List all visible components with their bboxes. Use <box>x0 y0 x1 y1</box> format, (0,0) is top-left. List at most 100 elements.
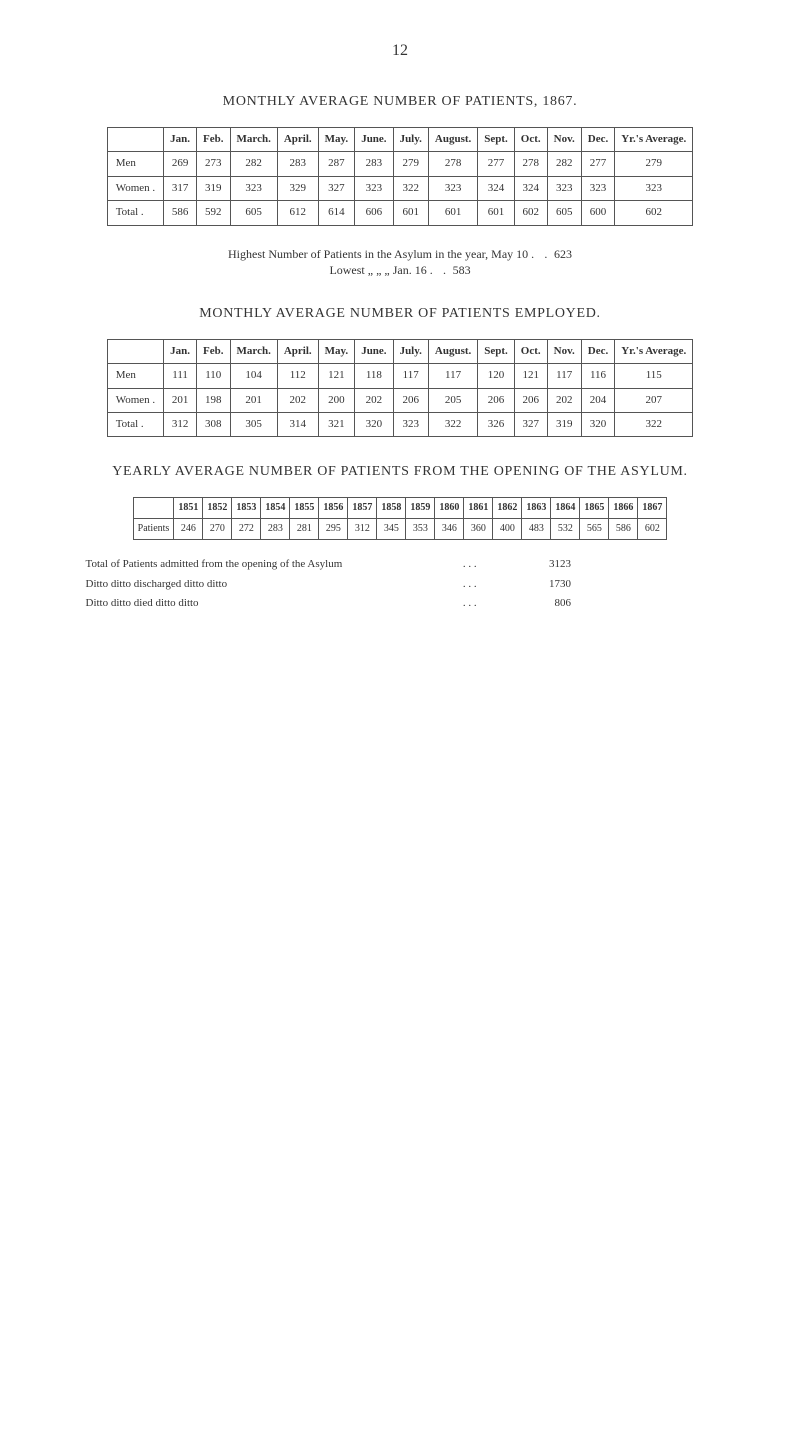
year-header: 1853 <box>232 497 261 518</box>
data-cell: 112 <box>277 364 318 388</box>
year-header: 1851 <box>174 497 203 518</box>
year-header: 1864 <box>551 497 580 518</box>
data-cell: 614 <box>318 201 355 225</box>
year-header: 1854 <box>261 497 290 518</box>
data-cell: 323 <box>547 176 581 200</box>
year-header: 1859 <box>406 497 435 518</box>
year-header: 1862 <box>493 497 522 518</box>
data-cell: 353 <box>406 518 435 539</box>
data-cell: 323 <box>393 412 428 436</box>
data-cell: 592 <box>197 201 230 225</box>
row-label: Men <box>107 364 163 388</box>
month-header: March. <box>230 339 277 363</box>
data-cell: 117 <box>547 364 581 388</box>
data-cell: 277 <box>478 152 515 176</box>
data-cell: 586 <box>164 201 197 225</box>
year-header: 1861 <box>464 497 493 518</box>
data-cell: 270 <box>203 518 232 539</box>
data-cell: 206 <box>514 388 547 412</box>
data-cell: 601 <box>393 201 428 225</box>
data-cell: 116 <box>581 364 614 388</box>
data-cell: 111 <box>164 364 197 388</box>
data-cell: 120 <box>478 364 515 388</box>
page-number: 12 <box>30 40 770 62</box>
data-cell: 319 <box>197 176 230 200</box>
data-cell: 322 <box>428 412 477 436</box>
month-header: May. <box>318 127 355 151</box>
data-cell: 287 <box>318 152 355 176</box>
footnote-label: Ditto ditto died ditto ditto <box>86 594 463 614</box>
data-cell: 283 <box>261 518 290 539</box>
data-cell: 118 <box>355 364 393 388</box>
table1-title: MONTHLY AVERAGE NUMBER OF PATIENTS, 1867… <box>30 92 770 112</box>
data-cell: 346 <box>435 518 464 539</box>
footnotes: Total of Patients admitted from the open… <box>86 555 715 614</box>
data-cell: 278 <box>428 152 477 176</box>
year-header: 1852 <box>203 497 232 518</box>
footnote-value: 1730 <box>477 575 571 595</box>
month-header: Feb. <box>197 127 230 151</box>
month-header: Nov. <box>547 127 581 151</box>
data-cell: 201 <box>230 388 277 412</box>
year-header: 1856 <box>319 497 348 518</box>
month-header: Dec. <box>581 127 614 151</box>
data-cell: 204 <box>581 388 614 412</box>
blank-header <box>107 127 163 151</box>
data-cell: 272 <box>232 518 261 539</box>
data-cell: 283 <box>277 152 318 176</box>
row-label: Men <box>107 152 163 176</box>
data-cell: 269 <box>164 152 197 176</box>
data-cell: 320 <box>355 412 393 436</box>
data-cell: 602 <box>615 201 693 225</box>
data-cell: 327 <box>318 176 355 200</box>
data-cell: 278 <box>514 152 547 176</box>
data-cell: 606 <box>355 201 393 225</box>
footnote-line: Ditto ditto discharged ditto ditto . . .… <box>86 575 715 595</box>
note-value: 583 <box>453 263 471 277</box>
month-header: June. <box>355 339 393 363</box>
data-cell: 601 <box>428 201 477 225</box>
data-cell: 200 <box>318 388 355 412</box>
data-cell: 110 <box>197 364 230 388</box>
data-cell: 320 <box>581 412 614 436</box>
data-cell: 326 <box>478 412 515 436</box>
blank-header <box>107 339 163 363</box>
data-cell: 273 <box>197 152 230 176</box>
table1-notes: Highest Number of Patients in the Asylum… <box>30 246 770 280</box>
data-cell: 323 <box>230 176 277 200</box>
data-cell: 305 <box>230 412 277 436</box>
row-label: Women . <box>107 176 163 200</box>
month-header: Yr.'s Average. <box>615 127 693 151</box>
data-cell: 246 <box>174 518 203 539</box>
note-label: Highest Number of Patients in the Asylum… <box>228 247 528 261</box>
row-label: Total . <box>107 412 163 436</box>
month-header: Nov. <box>547 339 581 363</box>
data-cell: 277 <box>581 152 614 176</box>
data-cell: 323 <box>615 176 693 200</box>
footnote-value: 806 <box>477 594 571 614</box>
data-cell: 282 <box>230 152 277 176</box>
dots: . . <box>531 247 551 261</box>
footnote-line: Ditto ditto died ditto ditto . . . 806 <box>86 594 715 614</box>
data-cell: 612 <box>277 201 318 225</box>
month-header: Oct. <box>514 339 547 363</box>
data-cell: 117 <box>393 364 428 388</box>
year-header: 1860 <box>435 497 464 518</box>
data-cell: 324 <box>478 176 515 200</box>
month-header: April. <box>277 127 318 151</box>
data-cell: 400 <box>493 518 522 539</box>
data-cell: 600 <box>581 201 614 225</box>
data-cell: 324 <box>514 176 547 200</box>
data-cell: 312 <box>164 412 197 436</box>
data-cell: 121 <box>514 364 547 388</box>
month-header: Yr.'s Average. <box>615 339 693 363</box>
data-cell: 483 <box>522 518 551 539</box>
row-label: Women . <box>107 388 163 412</box>
data-cell: 323 <box>581 176 614 200</box>
data-cell: 317 <box>164 176 197 200</box>
data-cell: 279 <box>393 152 428 176</box>
month-header: Sept. <box>478 339 515 363</box>
data-cell: 322 <box>615 412 693 436</box>
data-cell: 202 <box>547 388 581 412</box>
month-header: April. <box>277 339 318 363</box>
